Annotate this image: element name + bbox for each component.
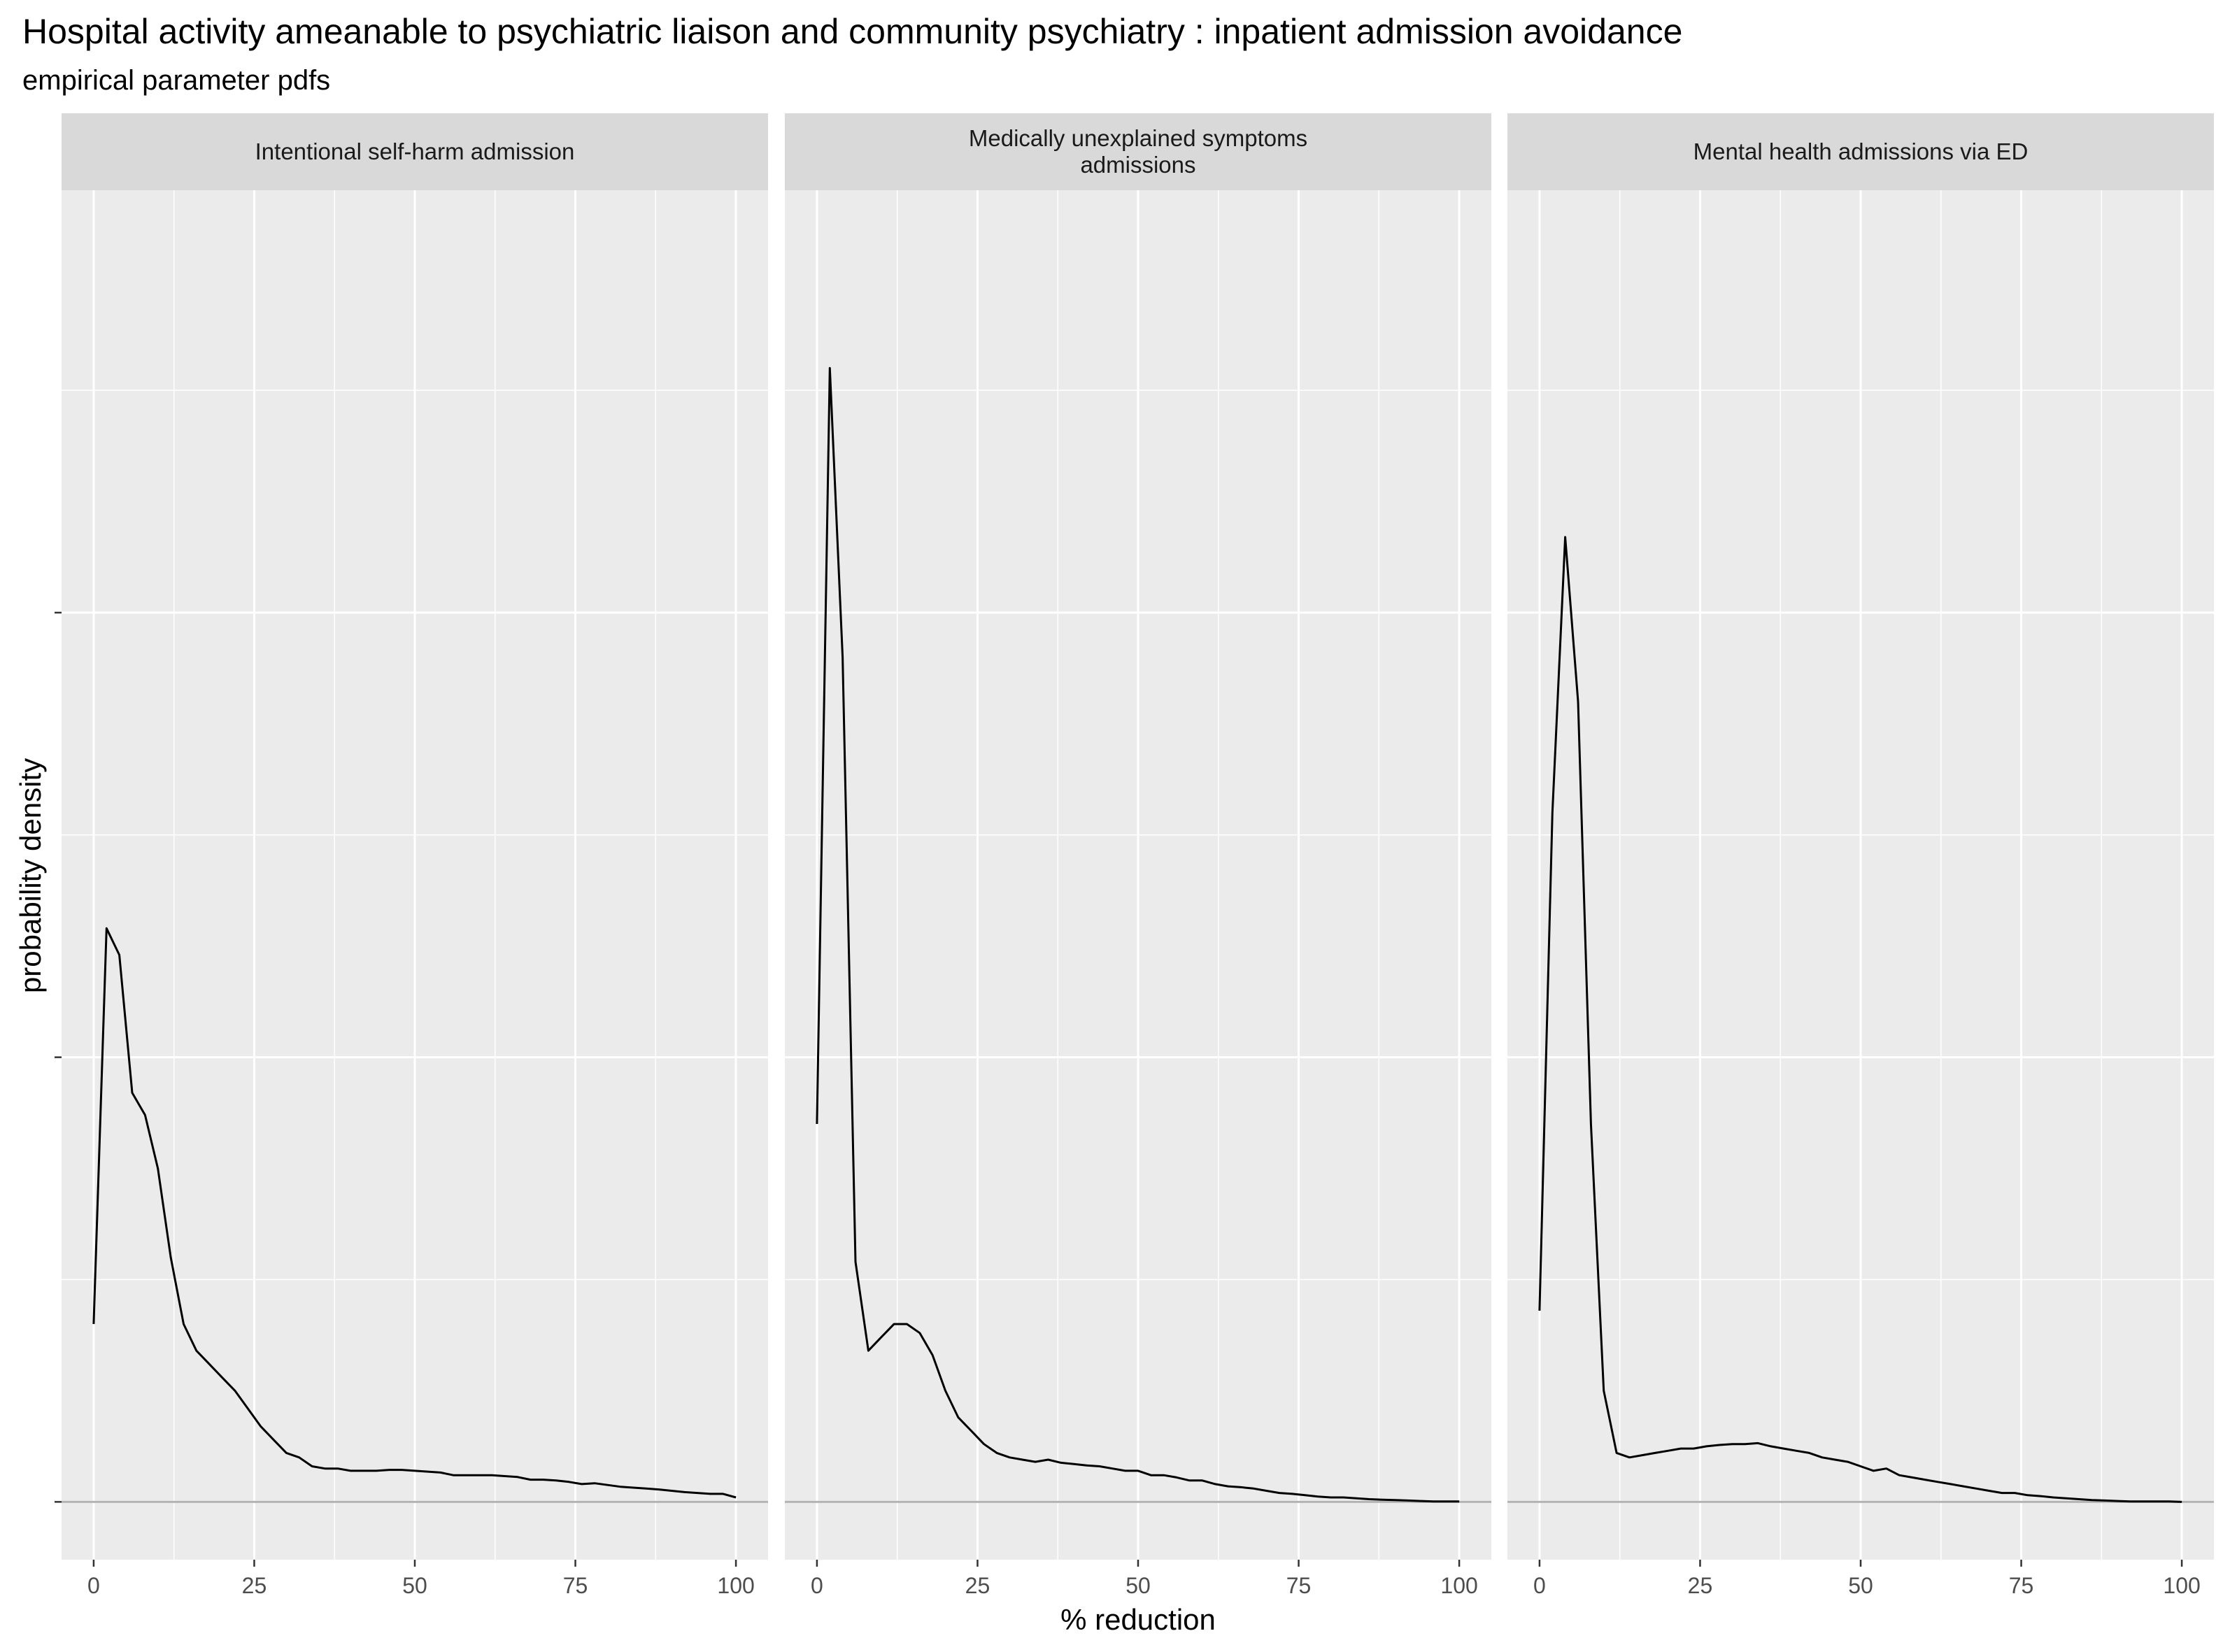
y-axis: [55, 611, 62, 1503]
facet-strip: [1507, 113, 2214, 190]
facet-panel: Medically unexplained symptomsadmissions…: [785, 113, 1491, 1598]
x-tick-label: 100: [717, 1573, 754, 1598]
y-axis-title: probability density: [14, 758, 47, 993]
density-line: [816, 366, 1460, 1503]
x-tick-label: 25: [242, 1573, 267, 1598]
facet-panel: Intentional self-harm admission 0 25 50 75 10…: [62, 113, 768, 1598]
x-tick-label: 75: [1286, 1573, 1312, 1598]
facet-strip-label: Mental health admissions via ED: [1693, 138, 2029, 164]
chart-subtitle: empirical parameter pdfs: [22, 65, 330, 96]
density-line: [92, 927, 737, 1499]
x-tick-label: 100: [1440, 1573, 1477, 1598]
x-tick-label: 0: [87, 1573, 100, 1598]
x-tick-label: 75: [563, 1573, 588, 1598]
facet-strip-label: admissions: [1080, 152, 1195, 178]
x-tick-label: 100: [2163, 1573, 2200, 1598]
x-tick-label: 25: [1688, 1573, 1713, 1598]
facet-strip-label: Intentional self-harm admission: [255, 138, 575, 164]
x-tick-label: 75: [2009, 1573, 2034, 1598]
x-tick-label: 0: [811, 1573, 823, 1598]
facet-strip-label: Medically unexplained symptoms: [969, 125, 1307, 151]
x-tick-label: 50: [1848, 1573, 1873, 1598]
chart-title: Hospital activity ameanable to psychiatr…: [22, 12, 1682, 51]
facet-strip: [785, 113, 1491, 190]
x-tick-label: 25: [965, 1573, 990, 1598]
x-tick-label: 0: [1533, 1573, 1546, 1598]
x-tick-label: 50: [1125, 1573, 1151, 1598]
facet-strip: [62, 113, 768, 190]
x-tick-label: 50: [402, 1573, 427, 1598]
x-axis-title: % reduction: [1060, 1603, 1216, 1636]
facet-panels: Intentional self-harm admission 0 25 50 75 10…: [62, 113, 2214, 1598]
facet-panel: Mental health admissions via ED 0 25 50 75 10…: [1507, 113, 2214, 1598]
density-line: [1538, 536, 2182, 1503]
